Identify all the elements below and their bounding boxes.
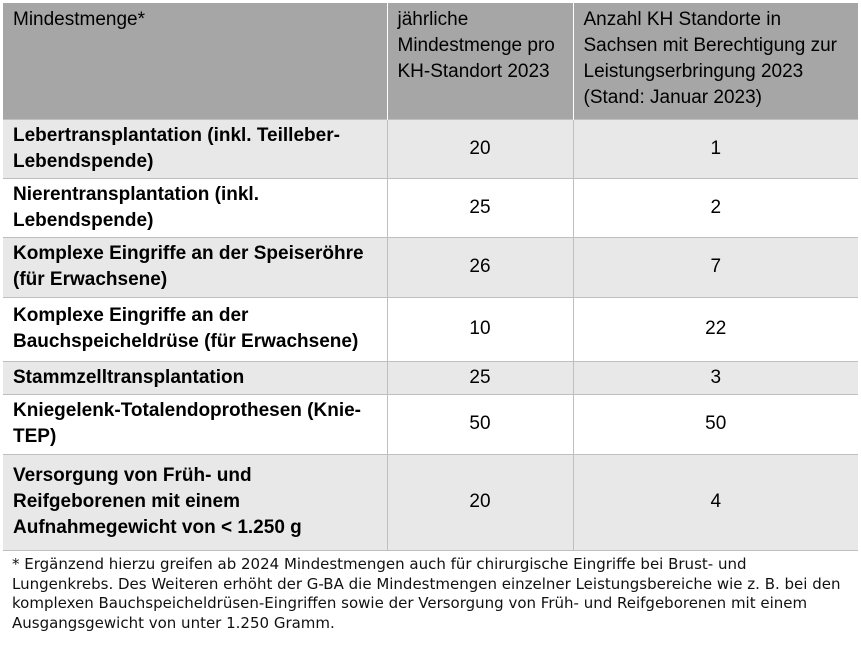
table-row: Stammzelltransplantation 25 3 [3, 360, 858, 394]
table-row: Komplexe Eingriffe an der Bauchspeicheld… [3, 296, 858, 361]
cell-standorte: 50 [573, 393, 858, 454]
cell-procedure: Versorgung von Früh- und Reifgeborenen m… [3, 453, 388, 551]
header-mindestmenge: Mindestmenge* [3, 3, 388, 119]
cell-standorte: 2 [573, 177, 858, 237]
cell-procedure: Komplexe Eingriffe an der Bauchspeicheld… [3, 296, 388, 361]
cell-procedure: Komplexe Eingriffe an der Speiseröhre (f… [3, 236, 388, 297]
cell-mindestmenge: 26 [387, 236, 574, 297]
table-header: Mindestmenge* jährliche Mindestmenge pro… [3, 3, 858, 119]
cell-standorte: 22 [573, 296, 858, 361]
table-row: Lebertransplantation (inkl. Teilleber-Le… [3, 118, 858, 178]
header-row: Mindestmenge* jährliche Mindestmenge pro… [3, 3, 858, 119]
footnote: * Ergänzend hierzu greifen ab 2024 Minde… [12, 555, 841, 632]
cell-mindestmenge: 20 [387, 118, 574, 178]
table-body: Lebertransplantation (inkl. Teilleber-Le… [3, 118, 858, 551]
cell-mindestmenge: 50 [387, 393, 574, 454]
cell-procedure: Nierentransplantation (inkl. Lebendspend… [3, 177, 388, 237]
table-row: Nierentransplantation (inkl. Lebendspend… [3, 177, 858, 237]
cell-procedure: Kniegelenk-Totalendoprothesen (Knie-TEP) [3, 393, 388, 454]
cell-standorte: 7 [573, 236, 858, 297]
cell-mindestmenge: 20 [387, 453, 574, 551]
cell-standorte: 3 [573, 360, 858, 394]
cell-standorte: 1 [573, 118, 858, 178]
cell-procedure: Lebertransplantation (inkl. Teilleber-Le… [3, 118, 388, 178]
header-anzahl-standorte: Anzahl KH Standorte in Sachsen mit Berec… [573, 3, 858, 119]
table-row: Komplexe Eingriffe an der Speiseröhre (f… [3, 236, 858, 297]
cell-standorte: 4 [573, 453, 858, 551]
cell-procedure: Stammzelltransplantation [3, 360, 388, 394]
table-row: Versorgung von Früh- und Reifgeborenen m… [3, 453, 858, 551]
table-row: Kniegelenk-Totalendoprothesen (Knie-TEP)… [3, 393, 858, 454]
header-jaehrliche-mindestmenge: jährliche Mindestmenge pro KH-Standort 2… [387, 3, 574, 119]
cell-mindestmenge: 10 [387, 296, 574, 361]
cell-mindestmenge: 25 [387, 177, 574, 237]
mindestmengen-table: Mindestmenge* jährliche Mindestmenge pro… [3, 3, 858, 551]
cell-mindestmenge: 25 [387, 360, 574, 394]
